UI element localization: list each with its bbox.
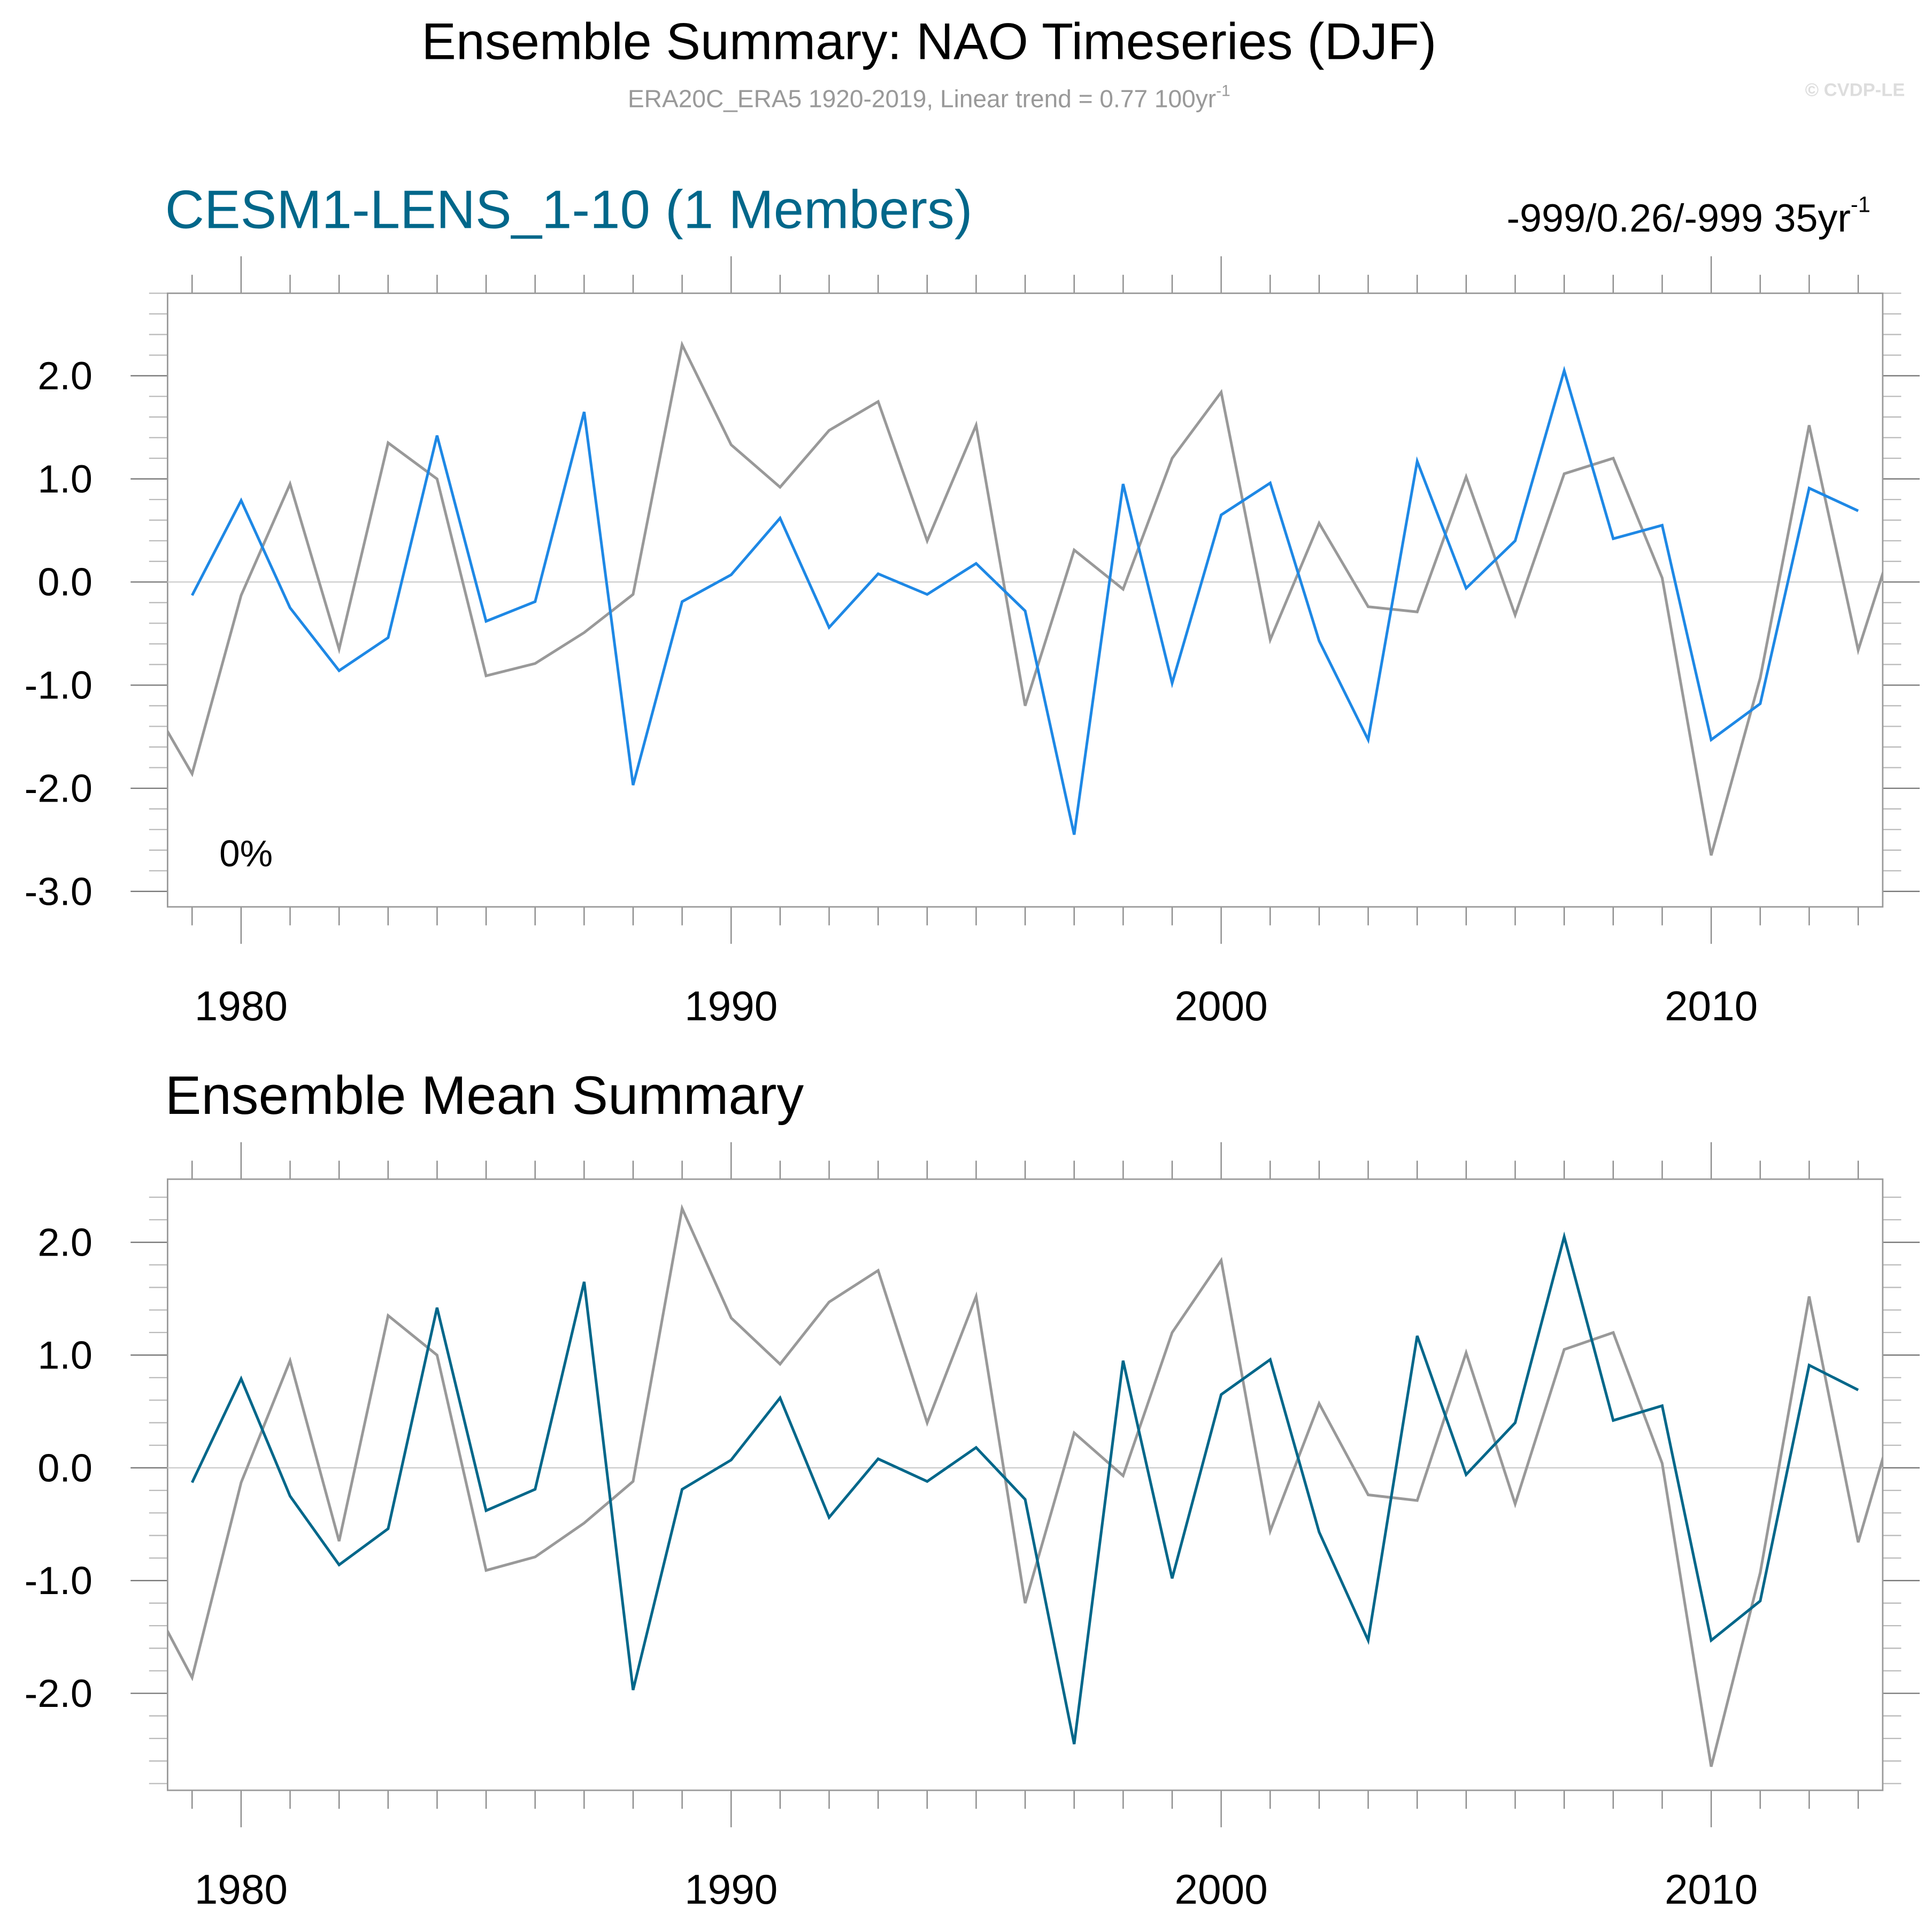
watermark: © CVDP-LE — [1805, 80, 1905, 101]
x-tick-label: 2000 — [1175, 982, 1268, 1029]
panel1-right-label: -999/0.26/-999 35yr-1 — [1506, 191, 1870, 240]
y-tick-label: 1.0 — [37, 1333, 92, 1377]
series-line-observed — [167, 1204, 1883, 1767]
x-tick-label: 1980 — [195, 1866, 288, 1913]
x-tick-label: 1990 — [684, 982, 778, 1029]
series-line-member — [190, 366, 1859, 835]
series-line-ensemble_mean — [190, 1231, 1859, 1745]
panel1-title: CESM1-LENS_1-10 (1 Members) — [165, 179, 973, 240]
y-tick-label: 0.0 — [37, 560, 92, 604]
x-tick-label: 2010 — [1665, 1866, 1758, 1913]
x-tick-label: 2010 — [1665, 982, 1758, 1029]
plot-frame — [166, 293, 1884, 908]
y-tick-label: -1.0 — [25, 1558, 93, 1603]
y-tick-label: 2.0 — [37, 1220, 92, 1265]
panel1-annotation: 0% — [219, 833, 273, 874]
y-tick-label: -3.0 — [25, 869, 93, 913]
y-tick-label: 1.0 — [37, 457, 92, 501]
y-tick-label: -2.0 — [25, 766, 93, 810]
x-tick-label: 2000 — [1175, 1866, 1268, 1913]
y-tick-label: -2.0 — [25, 1671, 93, 1715]
y-tick-label: 2.0 — [37, 353, 92, 398]
plot-frame — [166, 1178, 1884, 1791]
figure-title: Ensemble Summary: NAO Timeseries (DJF) — [421, 12, 1436, 71]
panel2-plot: 2.0 1.0 0.0 -1.0 -2.0 1980 1990 2000 2010 — [25, 1142, 1920, 1913]
figure-subtitle: ERA20C_ERA5 1920-2019, Linear trend = 0.… — [628, 82, 1230, 113]
x-tick-label: 1980 — [195, 982, 288, 1029]
panel2-title: Ensemble Mean Summary — [165, 1065, 804, 1126]
panel1-plot: 2.0 1.0 0.0 -1.0 -2.0 -3.0 1980 1990 2000 2010 — [25, 256, 1920, 1029]
x-tick-label: 1990 — [684, 1866, 778, 1913]
series-line-observed — [167, 340, 1883, 856]
y-tick-label: 0.0 — [37, 1445, 92, 1490]
y-tick-label: -1.0 — [25, 663, 93, 707]
